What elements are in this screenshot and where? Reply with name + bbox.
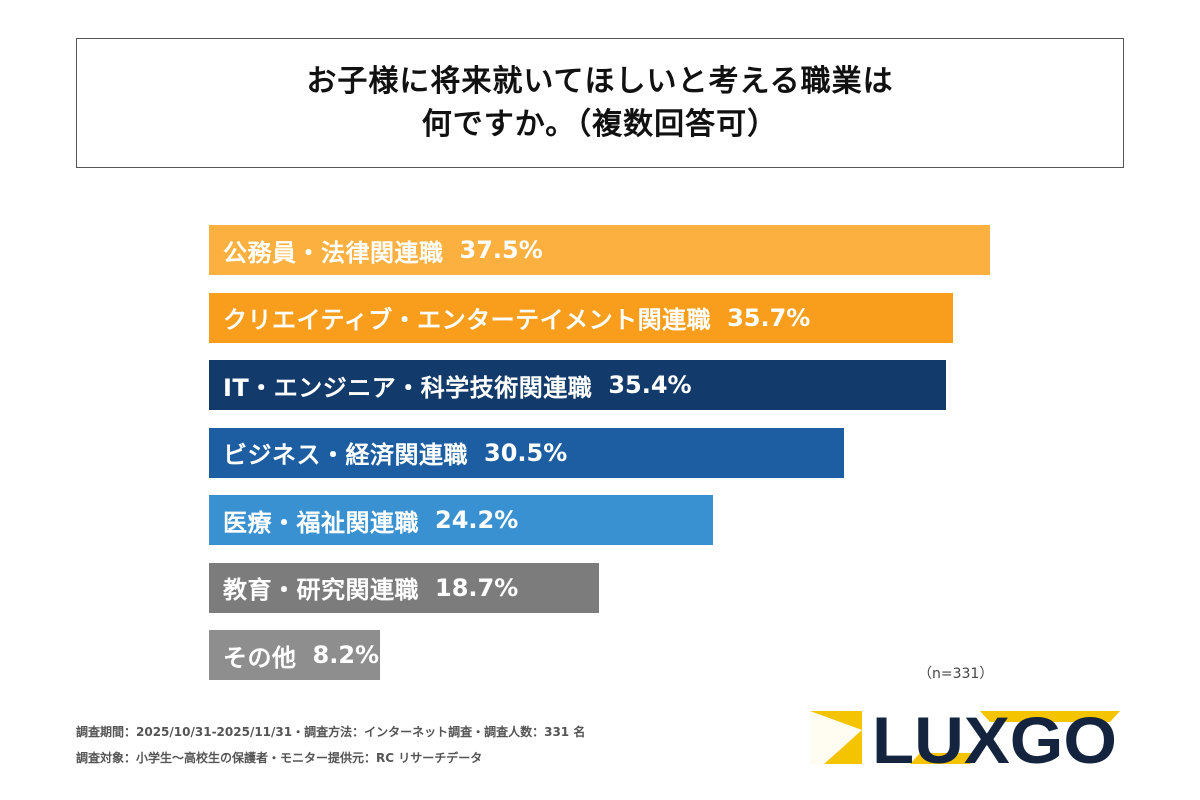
bar-value-label: 35.7% xyxy=(727,303,811,332)
sample-size-note: （n=331） xyxy=(918,666,994,682)
bar-category-label: 公務員・法律関連職 xyxy=(223,238,444,267)
bar-category-label: IT・エンジニア・科学技術関連職 xyxy=(223,373,593,402)
bar-value-label: 24.2% xyxy=(435,506,519,534)
footer-survey-target: 調査対象：小学生〜高校生の保護者・モニター提供元：RC リサーチデータ xyxy=(76,751,483,765)
bar-value-label: 30.5% xyxy=(484,438,568,467)
bar-5: 教育・研究関連職 18.7% xyxy=(209,562,599,613)
title-line-2: 何ですか。（複数回答可） xyxy=(421,107,779,142)
bar-category-label: クリエイティブ・エンターテイメント関連職 xyxy=(223,306,712,334)
bar-value-label: 35.4% xyxy=(608,371,692,399)
bar-1: クリエイティブ・エンターテイメント関連職 35.7% xyxy=(209,292,953,343)
bar-value-label: 37.5% xyxy=(459,236,543,264)
bar-category-label: 医療・福祉関連職 xyxy=(223,508,419,537)
bar-category-label: 教育・研究関連職 xyxy=(223,576,419,604)
bar-category-label: ビジネス・経済関連職 xyxy=(223,441,468,469)
bar-4: 医療・福祉関連職 24.2% xyxy=(209,495,714,545)
footer-survey-period: 調査期間：2025/10/31-2025/11/31・調査方法：インターネット調… xyxy=(76,725,586,739)
bar-0: 公務員・法律関連職 37.5% xyxy=(209,225,991,275)
chart-title: お子様に将来就いてほしいと考える職業は 何ですか。（複数回答可） xyxy=(306,60,893,147)
bar-category-label: その他 xyxy=(223,643,297,672)
title-line-1: お子様に将来就いてほしいと考える職業は xyxy=(306,63,894,99)
title-box: お子様に将来就いてほしいと考える職業は 何ですか。（複数回答可） xyxy=(76,38,1124,168)
luxgo-logo: LUXGO xyxy=(810,708,1120,766)
bar-value-label: 8.2% xyxy=(312,641,380,669)
bar-2: IT・エンジニア・科学技術関連職 35.4% xyxy=(209,360,947,410)
bar-6: その他 8.2% xyxy=(209,630,380,680)
svg-text:LUXGO: LUXGO xyxy=(872,708,1117,766)
bar-3: ビジネス・経済関連職 30.5% xyxy=(209,427,845,478)
bar-value-label: 18.7% xyxy=(435,573,519,602)
